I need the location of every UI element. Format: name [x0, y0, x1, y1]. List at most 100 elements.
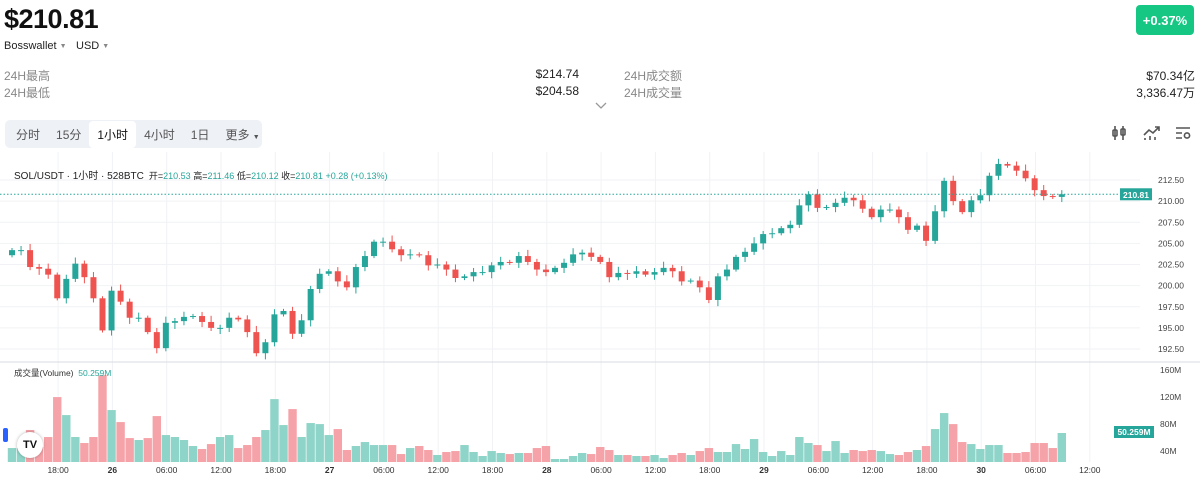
- volume-bar: [143, 438, 152, 462]
- candle-body: [832, 202, 839, 208]
- candle-body: [280, 310, 287, 315]
- volume-bar: [831, 441, 840, 462]
- time-tick-label: 30: [976, 465, 986, 475]
- candle-body: [561, 262, 568, 268]
- volume-bar: [424, 449, 433, 462]
- candle-body: [714, 276, 721, 300]
- volume-bar: [369, 445, 379, 462]
- candle-body: [1013, 165, 1020, 171]
- candle-body: [54, 274, 61, 299]
- volume-bar: [107, 410, 116, 462]
- candle-body: [769, 233, 776, 235]
- candle-body: [398, 249, 405, 256]
- volume-bar: [469, 452, 478, 462]
- candle-body: [742, 251, 749, 257]
- volume-tick-label: 120M: [1160, 392, 1181, 402]
- candle-body: [244, 319, 251, 333]
- volume-bar: [903, 452, 913, 462]
- ohlc-legend: SOL/USDT · 1小时 · 528BTC 开=210.53 高=211.4…: [14, 167, 388, 182]
- volume-bar: [976, 449, 985, 462]
- candle-body: [380, 241, 387, 243]
- volume-bar: [559, 458, 569, 462]
- volume-bar: [541, 446, 551, 462]
- price-tick-label: 205.00: [1158, 238, 1184, 248]
- price-tick-label: 212.50: [1158, 175, 1184, 185]
- currency-select[interactable]: USD ▼: [76, 40, 109, 52]
- volume-bar: [225, 435, 234, 462]
- exchange-label: Bosswallet: [4, 40, 57, 52]
- volume-bar: [587, 454, 596, 462]
- expand-chevron-icon[interactable]: [595, 100, 607, 110]
- time-tick-label: 12:00: [1079, 465, 1101, 475]
- volume-bar: [713, 452, 723, 462]
- candle-body: [651, 272, 658, 275]
- candle-body: [235, 317, 242, 320]
- candle-body: [579, 252, 586, 255]
- candle-body: [90, 277, 97, 299]
- time-tick-label: 18:00: [482, 465, 504, 475]
- tab-timeshare[interactable]: 分时: [16, 127, 41, 142]
- volume-bar: [596, 446, 605, 462]
- volume-bar: [279, 425, 288, 462]
- volume-bar: [523, 452, 533, 462]
- volume-bar: [885, 454, 895, 462]
- volume-bar: [840, 452, 849, 462]
- candle-body: [968, 200, 975, 213]
- low-value: 210.12: [251, 171, 279, 181]
- tab-more[interactable]: 更多 ▼: [217, 121, 267, 148]
- last-price-tag: [1120, 188, 1152, 201]
- candle-body: [18, 250, 25, 252]
- open-label: 开=: [148, 171, 164, 181]
- candle-body: [1058, 194, 1065, 197]
- candle-body: [705, 287, 712, 300]
- settings-icon[interactable]: [1174, 124, 1192, 142]
- tab-4h[interactable]: 4小时: [144, 127, 175, 142]
- candle-body: [552, 267, 558, 273]
- time-tick-label: 06:00: [1025, 465, 1047, 475]
- last-volume-label: 50.259M: [1117, 427, 1150, 437]
- candle-body: [723, 269, 730, 277]
- time-tick-label: 12:00: [862, 465, 884, 475]
- volume-bar: [1048, 448, 1057, 462]
- panel-toggle-handle[interactable]: [3, 428, 8, 442]
- candle-body: [470, 272, 477, 277]
- exchange-select[interactable]: Bosswallet ▼: [4, 40, 67, 52]
- volume-bar: [62, 415, 71, 462]
- tradingview-logo[interactable]: TV: [17, 432, 43, 458]
- volume-bar: [197, 449, 207, 462]
- high-label: 24H最高: [4, 69, 51, 83]
- candle-body: [895, 209, 902, 218]
- volume-bar: [333, 429, 342, 462]
- candle-body: [180, 316, 187, 322]
- volume-bar: [967, 444, 976, 462]
- tab-1d[interactable]: 1日: [190, 127, 210, 142]
- volume-bar: [804, 443, 813, 462]
- volume-bar: [460, 445, 469, 462]
- volume-legend: 成交量(Volume) 50.259M: [14, 367, 111, 379]
- volume-bar: [777, 451, 786, 462]
- candle-body: [787, 224, 794, 229]
- candlestick-icon[interactable]: [1110, 124, 1128, 142]
- candle-body: [307, 289, 314, 321]
- volume-bar: [44, 437, 53, 462]
- volume-bar: [306, 423, 315, 462]
- caret-down-icon: ▼: [102, 42, 110, 50]
- volume-bar: [949, 424, 958, 462]
- tab-15m[interactable]: 15分: [56, 127, 82, 142]
- tab-1h[interactable]: 1小时: [89, 120, 137, 148]
- change-value: +0.28 (+0.13%): [325, 171, 388, 181]
- candle-body: [696, 280, 703, 288]
- volume-bar: [1021, 452, 1030, 462]
- candle-body: [416, 254, 423, 256]
- volume-bar: [813, 445, 822, 462]
- volume-bar: [822, 451, 831, 462]
- indicator-icon[interactable]: [1142, 124, 1160, 142]
- candle-body: [914, 225, 920, 230]
- price-chart[interactable]: 212.50 210.00 207.50 205.00 202.50 200.00 197.…: [0, 152, 1200, 480]
- candle-body: [814, 194, 821, 208]
- high-value: $214.74: [535, 67, 579, 81]
- time-tick-label: 26: [108, 465, 118, 475]
- candle-body: [660, 267, 667, 273]
- price-tick-label: 195.00: [1158, 323, 1184, 333]
- candle-body: [687, 280, 694, 282]
